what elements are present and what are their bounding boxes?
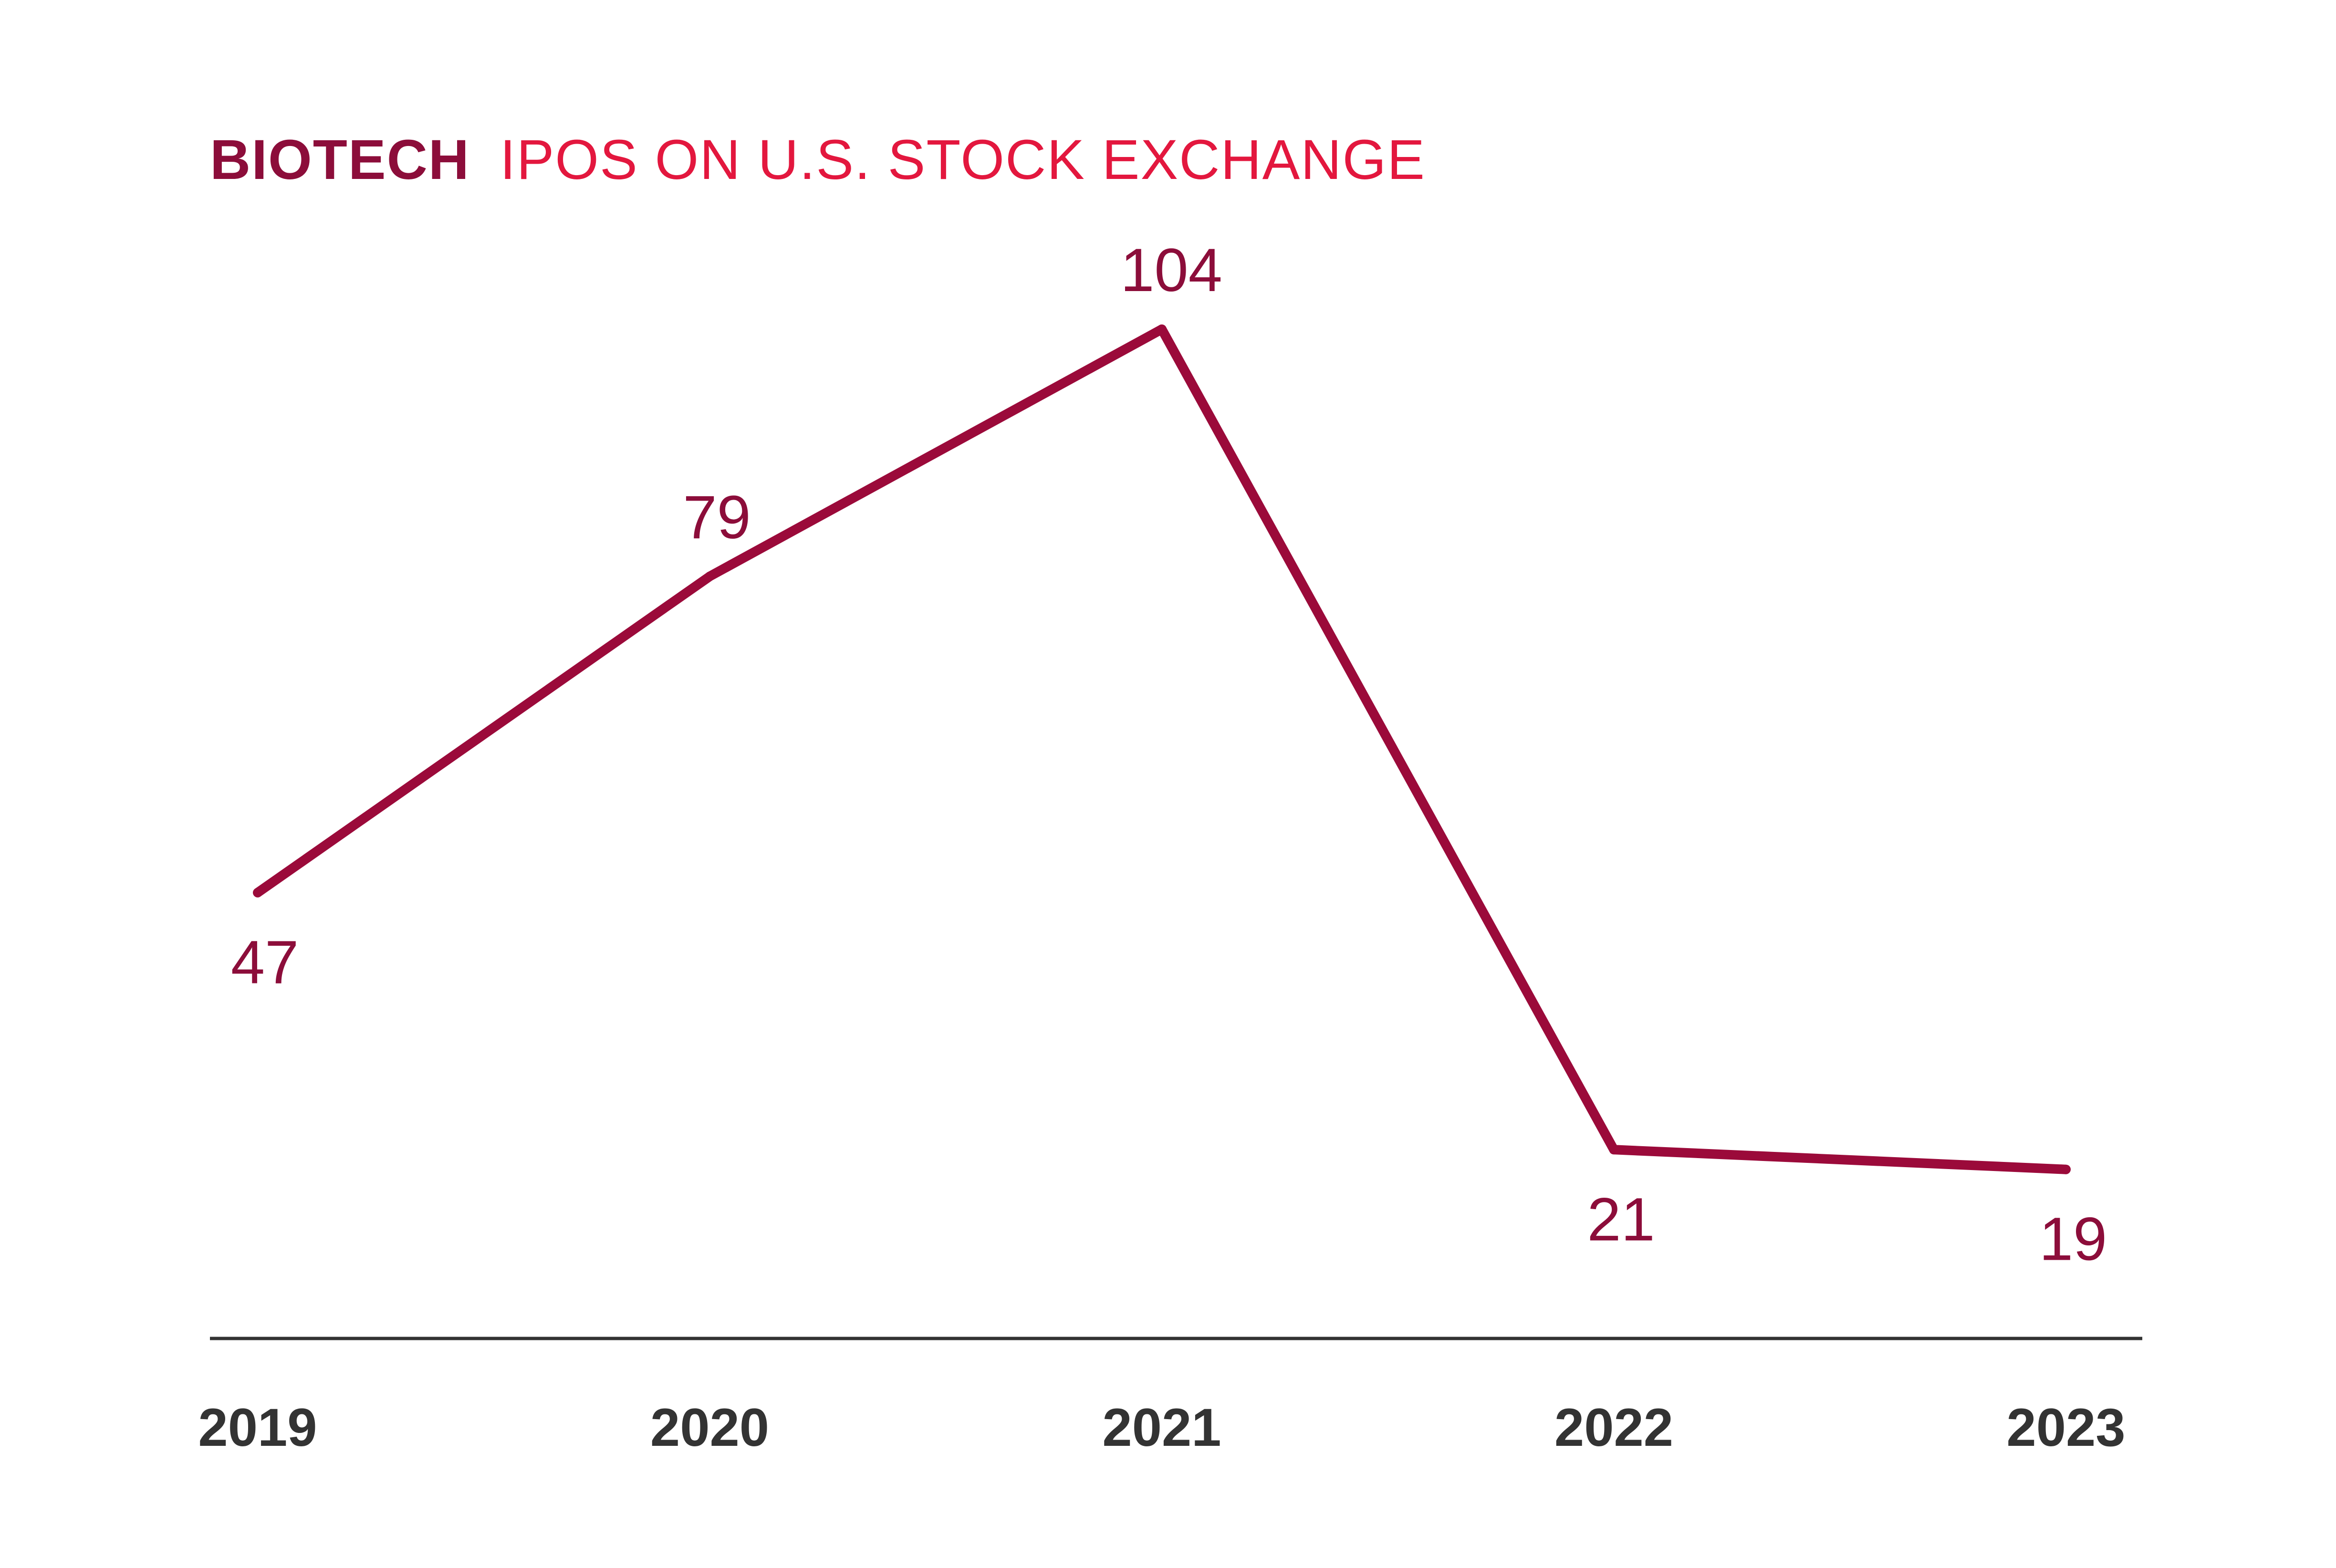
x-tick-label-2020: 2020 [650,1398,769,1457]
chart-title: BIOTECH IPOS ON U.S. STOCK EXCHANGE [210,128,1426,191]
data-point-2021 [1157,324,1167,334]
x-tick-label-2019: 2019 [198,1398,317,1457]
data-label-2019: 47 [231,929,299,997]
chart-title-light: IPOS ON U.S. STOCK EXCHANGE [500,128,1426,191]
data-point-2022 [1609,1145,1619,1155]
chart-marks: 47 2019 79 2020 104 2021 21 2022 19 2023 [198,236,2125,1457]
data-label-2022: 21 [1587,1185,1655,1254]
data-point-2019 [253,888,262,898]
data-label-2020: 79 [683,483,751,552]
data-label-2021: 104 [1120,236,1222,304]
x-tick-label-2023: 2023 [2006,1398,2125,1457]
data-point-2020 [705,571,715,581]
data-label-2023: 19 [2039,1205,2107,1274]
data-point-2023 [2061,1164,2071,1174]
series-line [255,324,2066,1174]
x-tick-label-2022: 2022 [1554,1398,1673,1457]
chart-title-bold: BIOTECH [210,128,470,191]
x-tick-label-2021: 2021 [1102,1398,1221,1457]
